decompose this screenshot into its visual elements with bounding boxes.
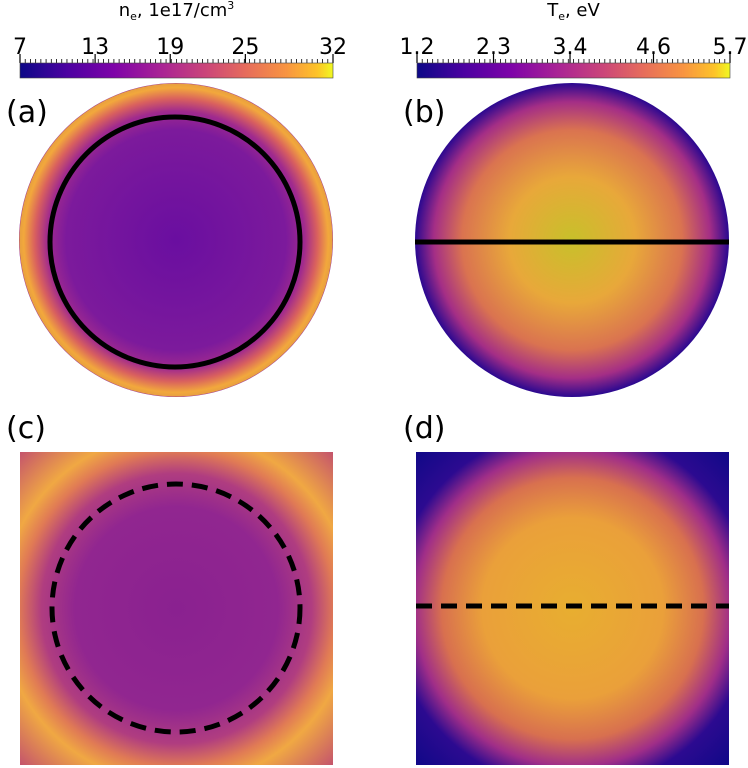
colorbar: ne, 1e17/cm3 7 13 19 25 32 bbox=[13, 0, 347, 79]
colorbar-frame bbox=[19, 62, 334, 79]
title-part: e bbox=[130, 10, 137, 23]
density-map bbox=[20, 452, 333, 765]
tick-label: 19 bbox=[156, 35, 184, 60]
tick-label: 2.3 bbox=[476, 35, 511, 60]
tick-label: 32 bbox=[319, 35, 347, 60]
panel-label: (b) bbox=[403, 95, 445, 130]
colorbar bbox=[20, 63, 333, 78]
colorbar bbox=[417, 63, 730, 78]
title-part: 3 bbox=[227, 0, 234, 12]
colorbar-title: Te, eV bbox=[546, 0, 600, 23]
panel-label: (a) bbox=[6, 95, 48, 130]
tick-label: 7 bbox=[13, 35, 27, 60]
panel-label: (c) bbox=[6, 411, 46, 446]
tick-label: 13 bbox=[81, 35, 109, 60]
tick-label: 3.4 bbox=[553, 35, 588, 60]
colorbar: Te, eV 1.2 2.3 3.4 4.6 5.7 bbox=[400, 0, 748, 79]
title-part: n bbox=[119, 0, 130, 21]
colorbar-title: ne, 1e17/cm3 bbox=[119, 0, 235, 23]
title-part: , 1e17/cm bbox=[137, 0, 227, 21]
title-part: e bbox=[558, 10, 565, 23]
tick-label: 4.6 bbox=[636, 35, 671, 60]
probe-circle bbox=[47, 114, 303, 370]
tick-label: 5.7 bbox=[713, 35, 748, 60]
colorbar-frame bbox=[416, 62, 731, 79]
title-part: , eV bbox=[565, 0, 601, 21]
title-part: T bbox=[546, 0, 559, 21]
probe-circle bbox=[49, 481, 303, 735]
tick-label: 25 bbox=[231, 35, 259, 60]
density-map bbox=[19, 83, 333, 397]
tick-label: 1.2 bbox=[400, 35, 435, 60]
panel-label: (d) bbox=[403, 411, 445, 446]
